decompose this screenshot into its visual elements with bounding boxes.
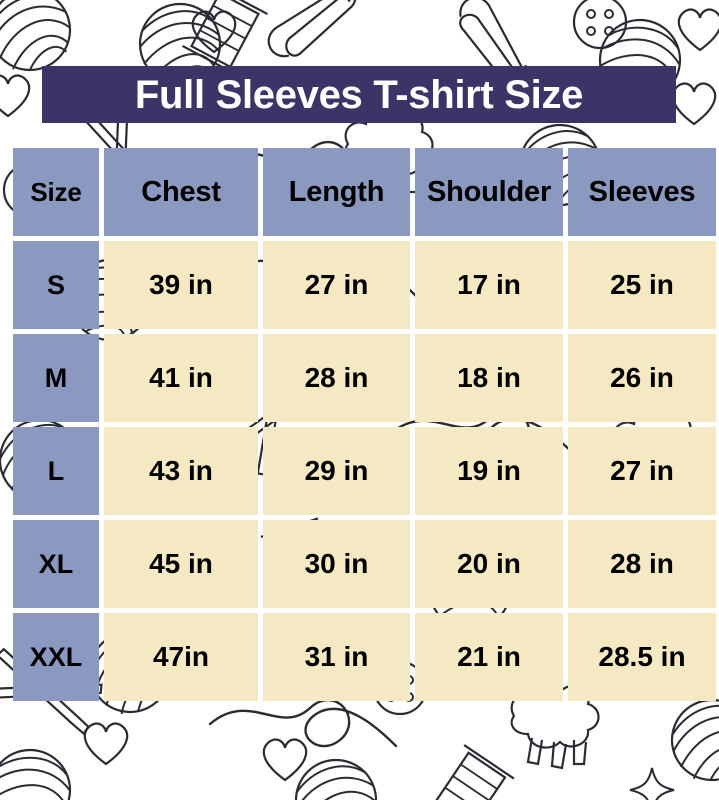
chest-value: 39 in bbox=[104, 241, 258, 329]
table-row: M 41 in 28 in 18 in 26 in bbox=[13, 334, 716, 422]
size-label: L bbox=[13, 427, 99, 515]
shoulder-value: 21 in bbox=[415, 613, 563, 701]
length-value: 30 in bbox=[263, 520, 410, 608]
table-row: L 43 in 29 in 19 in 27 in bbox=[13, 427, 716, 515]
table-row: XL 45 in 30 in 20 in 28 in bbox=[13, 520, 716, 608]
table-header-row: Size Chest Length Shoulder Sleeves bbox=[13, 148, 716, 236]
size-label: XL bbox=[13, 520, 99, 608]
sleeves-value: 27 in bbox=[568, 427, 716, 515]
table-row: XXL 47in 31 in 21 in 28.5 in bbox=[13, 613, 716, 701]
size-label: XXL bbox=[13, 613, 99, 701]
shoulder-value: 18 in bbox=[415, 334, 563, 422]
table-row: S 39 in 27 in 17 in 25 in bbox=[13, 241, 716, 329]
shoulder-value: 20 in bbox=[415, 520, 563, 608]
size-label: M bbox=[13, 334, 99, 422]
column-header-size: Size bbox=[13, 148, 99, 236]
size-chart-table: Size Chest Length Shoulder Sleeves S 39 … bbox=[8, 143, 719, 706]
length-value: 29 in bbox=[263, 427, 410, 515]
chest-value: 47in bbox=[104, 613, 258, 701]
length-value: 31 in bbox=[263, 613, 410, 701]
chest-value: 45 in bbox=[104, 520, 258, 608]
length-value: 27 in bbox=[263, 241, 410, 329]
column-header-shoulder: Shoulder bbox=[415, 148, 563, 236]
sleeves-value: 26 in bbox=[568, 334, 716, 422]
chest-value: 41 in bbox=[104, 334, 258, 422]
sleeves-value: 25 in bbox=[568, 241, 716, 329]
column-header-sleeves: Sleeves bbox=[568, 148, 716, 236]
shoulder-value: 19 in bbox=[415, 427, 563, 515]
size-label: S bbox=[13, 241, 99, 329]
column-header-chest: Chest bbox=[104, 148, 258, 236]
shoulder-value: 17 in bbox=[415, 241, 563, 329]
page-title: Full Sleeves T-shirt Size bbox=[134, 72, 584, 117]
sleeves-value: 28.5 in bbox=[568, 613, 716, 701]
column-header-length: Length bbox=[263, 148, 410, 236]
length-value: 28 in bbox=[263, 334, 410, 422]
chart-title-banner: Full Sleeves T-shirt Size bbox=[42, 66, 676, 123]
sleeves-value: 28 in bbox=[568, 520, 716, 608]
chest-value: 43 in bbox=[104, 427, 258, 515]
